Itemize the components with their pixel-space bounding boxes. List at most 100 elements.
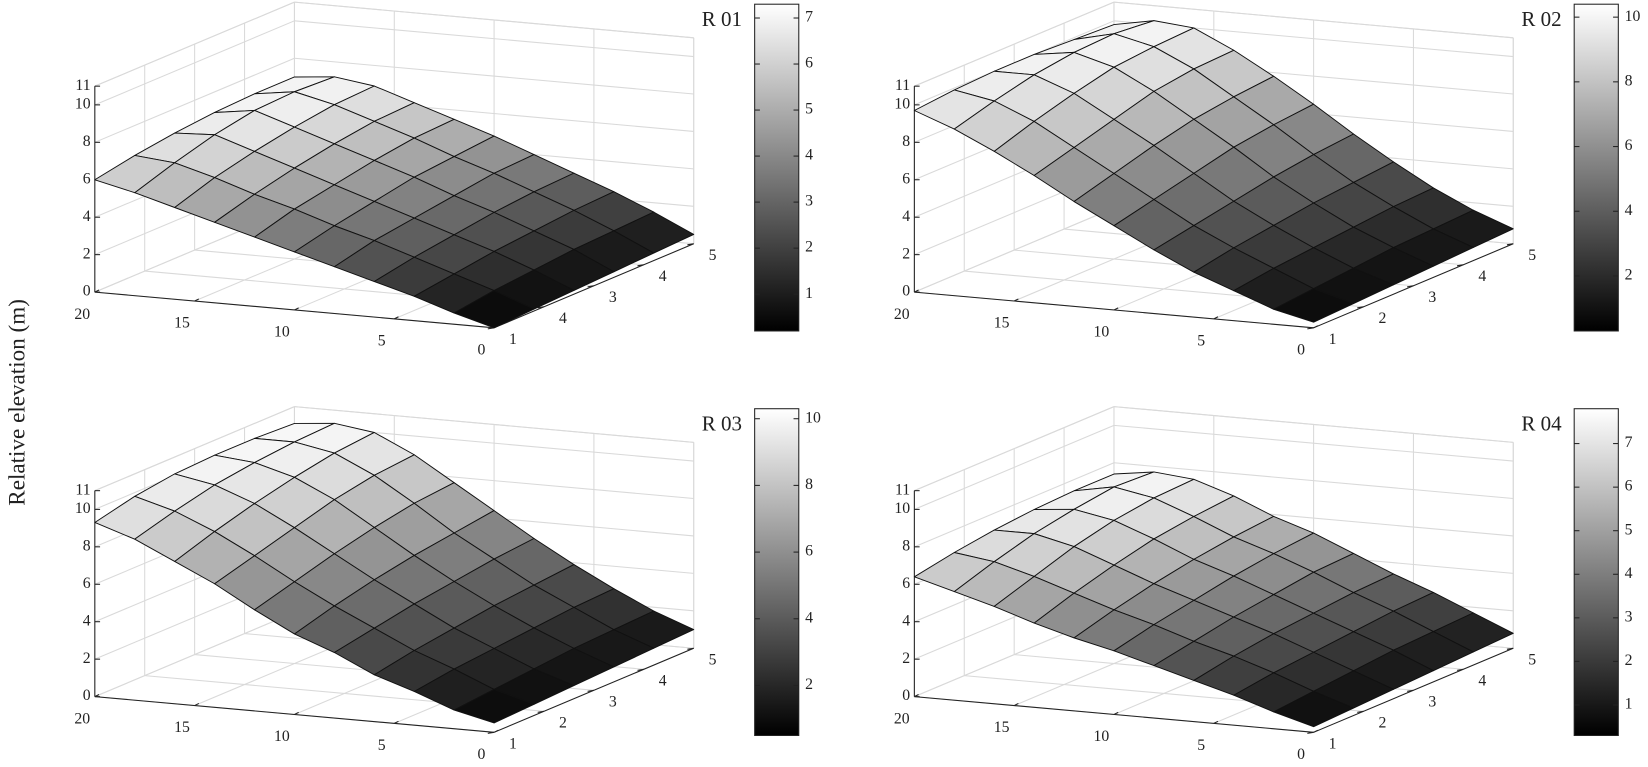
z-tick-label: 2	[83, 650, 91, 667]
x-tick-label: 20	[894, 710, 910, 727]
x-tick	[194, 298, 200, 302]
y-tick	[537, 306, 545, 309]
z-tick-label: 10	[894, 500, 910, 517]
y-tick-label: 5	[1528, 651, 1536, 668]
z-tick-label: 6	[83, 575, 91, 592]
y-tick	[1506, 243, 1514, 246]
z-tick-label: 11	[75, 481, 90, 498]
z-tick-label: 4	[83, 612, 91, 629]
y-tick-label: 4	[1478, 268, 1486, 285]
colorbar-tick-label: 8	[805, 476, 813, 493]
y-tick-label: 4	[559, 310, 567, 327]
x-tick	[1213, 316, 1219, 320]
x-tick	[1013, 298, 1019, 302]
x-tick-label: 10	[274, 728, 290, 745]
x-tick	[1213, 720, 1219, 724]
z-tick-label: 10	[894, 95, 910, 112]
colorbar-tick-label: 2	[1625, 652, 1633, 669]
y-tick-label: 3	[1428, 694, 1436, 711]
y-tick	[1506, 647, 1514, 650]
z-tick-label: 0	[83, 283, 91, 300]
colorbar-tick-label: 1	[805, 285, 813, 302]
surface-panel: 0 2 4 6 8 10 11 0 5 10 15 20 1 2 3 4 5 1 2 3 4 5 6 7 R 04	[894, 406, 1633, 763]
colorbar-tick-label: 10	[805, 409, 821, 426]
x-tick-label: 0	[1297, 342, 1305, 359]
x-tick	[493, 729, 499, 733]
y-tick-label: 2	[559, 715, 567, 732]
colorbar	[754, 408, 800, 737]
x-tick-label: 10	[274, 324, 290, 341]
z-tick-label: 11	[75, 77, 90, 94]
y-tick	[1307, 327, 1314, 330]
x-tick	[1013, 702, 1019, 707]
z-tick-label: 0	[83, 687, 91, 704]
y-tick-label: 1	[509, 331, 517, 348]
chart-title: R 03	[702, 411, 742, 435]
z-tick-label: 4	[902, 612, 910, 629]
y-tick	[587, 285, 594, 288]
colorbar-tick-label: 2	[805, 676, 813, 693]
y-tick-label: 1	[1329, 736, 1337, 753]
y-tick-label: 5	[709, 651, 717, 668]
x-tick-label: 15	[174, 719, 190, 736]
y-tick	[1357, 710, 1364, 713]
z-tick-label: 4	[83, 208, 91, 225]
z-tick-label: 8	[83, 537, 91, 554]
colorbar-tick-label: 4	[1625, 202, 1633, 219]
y-tick	[687, 647, 694, 650]
y-tick	[1456, 264, 1464, 267]
x-tick	[1313, 325, 1319, 329]
y-tick	[587, 689, 594, 692]
z-tick-label: 10	[75, 95, 91, 112]
colorbar-tick-label: 5	[1625, 521, 1633, 538]
x-tick-label: 15	[994, 719, 1010, 736]
box-edge	[94, 406, 295, 492]
colorbar-tick-label: 4	[805, 609, 813, 626]
colorbar-tick-label: 6	[805, 55, 813, 72]
y-tick-label: 5	[709, 247, 717, 264]
box-edge	[294, 1, 694, 39]
box-edge	[1113, 406, 1514, 443]
y-tick-label: 4	[1478, 673, 1486, 690]
x-tick-label: 15	[994, 315, 1010, 332]
y-tick-label: 3	[1428, 289, 1436, 306]
z-tick-label: 6	[902, 170, 910, 187]
colorbar-tick-label: 4	[1625, 565, 1633, 582]
colorbar-tick-label: 6	[1625, 478, 1633, 495]
z-tick-label: 6	[83, 170, 91, 187]
y-tick-label: 1	[1329, 331, 1337, 348]
chart-title: R 01	[702, 7, 742, 31]
x-tick	[94, 694, 100, 698]
colorbar-tick-label: 7	[1625, 434, 1633, 451]
x-tick	[294, 711, 299, 715]
colorbar-tick-label: 4	[805, 147, 813, 164]
y-tick	[687, 243, 694, 246]
box-edge	[1113, 1, 1514, 39]
box-edge	[914, 1, 1115, 87]
chart-title: R 04	[1521, 411, 1562, 435]
surface-cell	[1273, 690, 1355, 728]
z-tick-label: 6	[902, 575, 910, 592]
colorbar-tick-label: 7	[805, 9, 813, 26]
z-tick-label: 8	[83, 133, 91, 150]
x-tick-label: 0	[1297, 746, 1305, 763]
y-tick-label: 4	[659, 673, 667, 690]
y-tick	[1407, 689, 1414, 692]
surface-cell	[453, 290, 535, 329]
surface-cell	[453, 689, 535, 724]
x-tick-label: 5	[378, 333, 386, 350]
y-tick-label: 3	[609, 694, 617, 711]
z-tick-label: 4	[902, 208, 910, 225]
x-tick-label: 5	[1197, 333, 1205, 350]
colorbar-tick-label: 6	[1625, 137, 1633, 154]
x-tick	[394, 316, 399, 320]
x-tick	[1113, 711, 1119, 715]
x-tick	[1113, 307, 1119, 311]
x-tick-label: 5	[378, 737, 386, 754]
box-edge	[914, 406, 1115, 492]
x-tick-label: 10	[1094, 324, 1110, 341]
x-tick	[294, 307, 299, 311]
y-axis-label: Relative elevation (m)	[3, 299, 29, 506]
colorbar-tick-label: 2	[805, 239, 813, 256]
